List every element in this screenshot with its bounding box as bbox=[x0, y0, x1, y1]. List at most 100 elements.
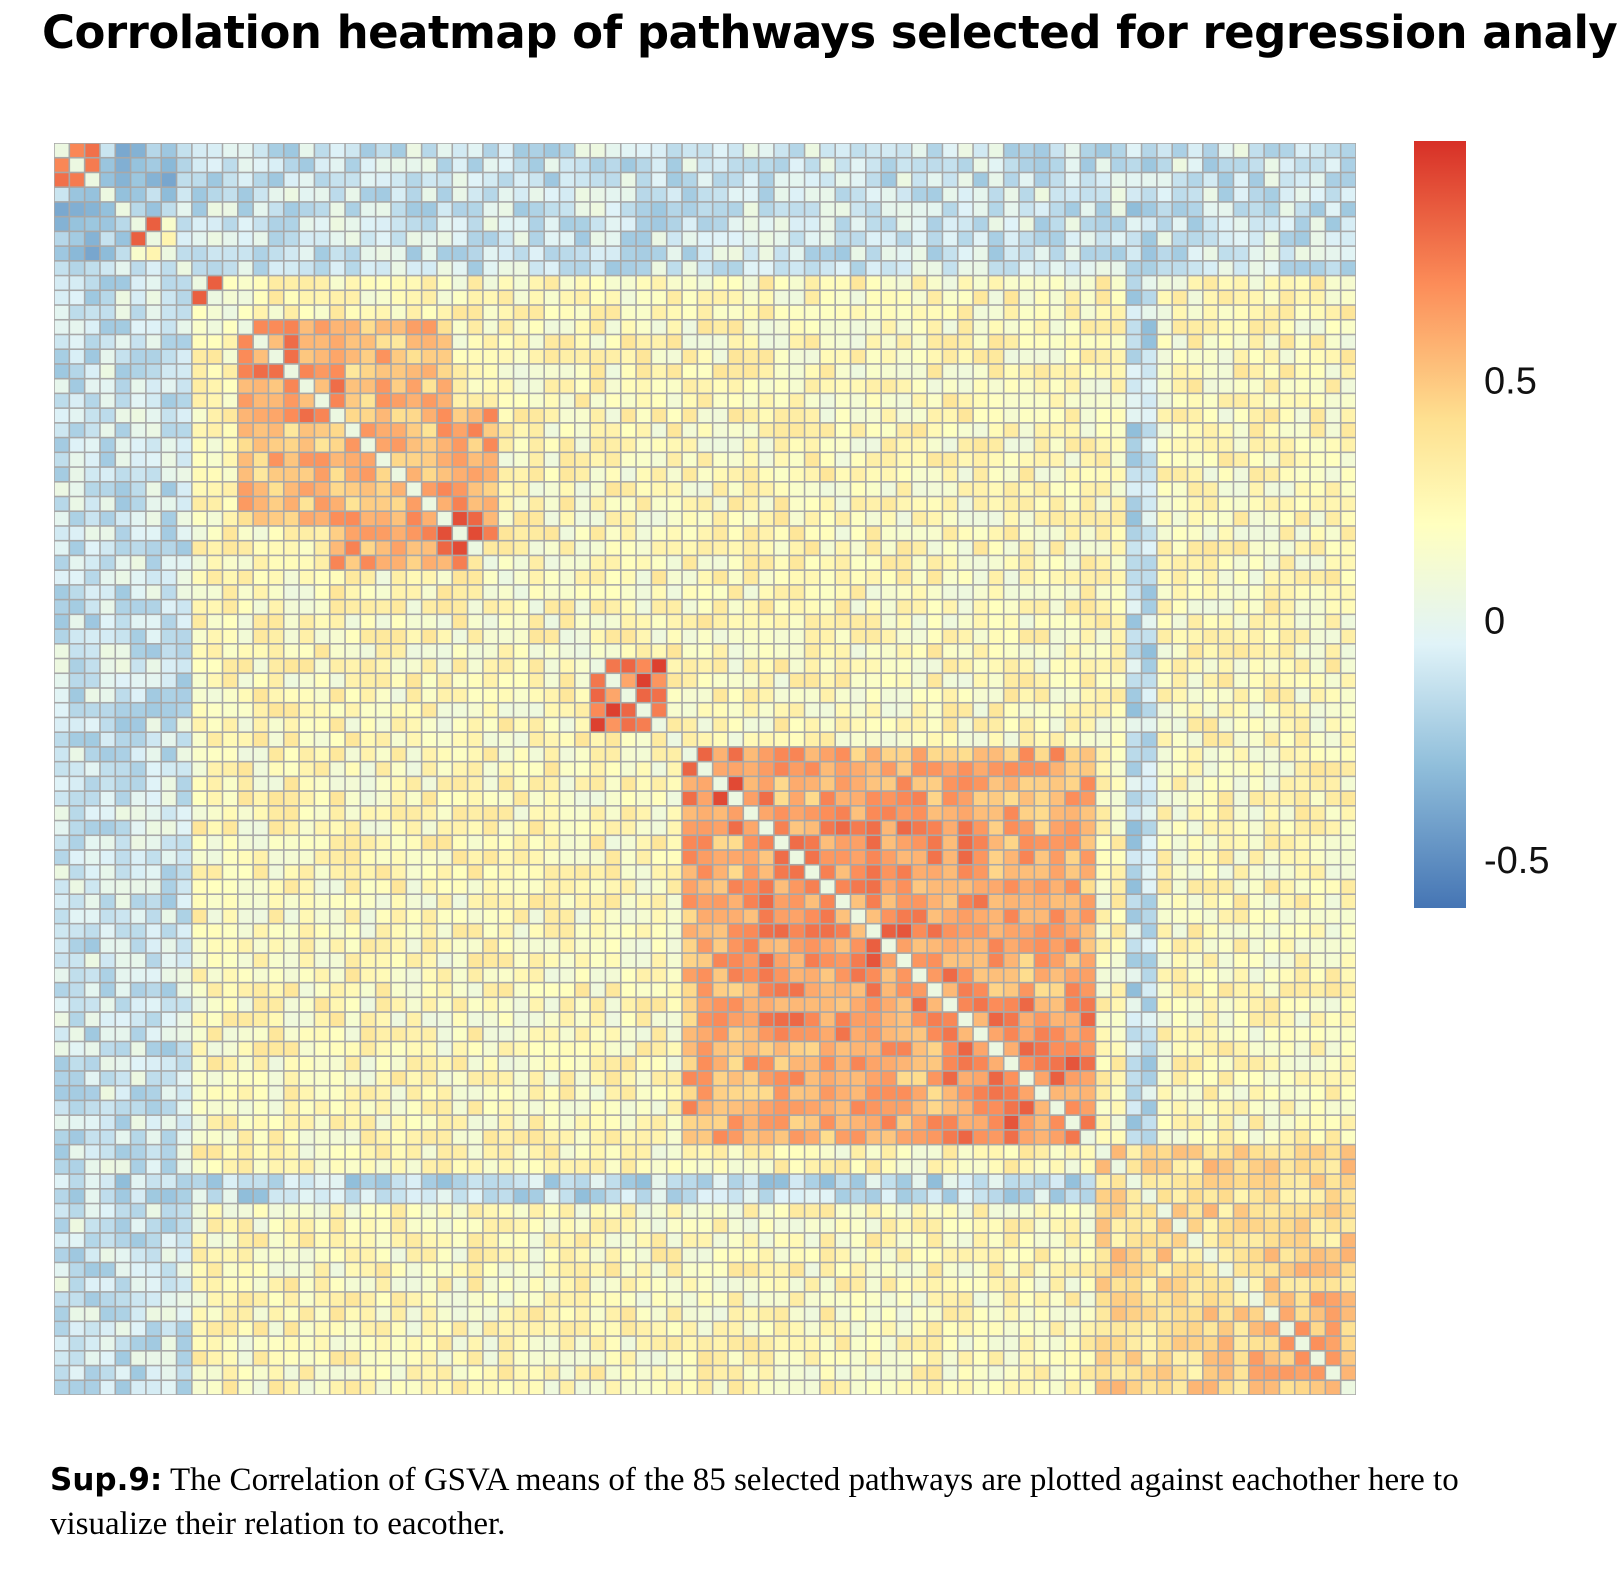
heatmap-cell bbox=[973, 320, 988, 334]
heatmap-cell bbox=[774, 364, 789, 378]
heatmap-cell bbox=[514, 556, 529, 570]
heatmap-cell bbox=[927, 777, 942, 791]
heatmap-cell bbox=[1019, 732, 1034, 747]
heatmap-cell bbox=[682, 143, 697, 157]
heatmap-cell bbox=[989, 394, 1003, 408]
heatmap-cell bbox=[162, 983, 176, 997]
heatmap-cell bbox=[1004, 762, 1019, 776]
heatmap-cell bbox=[315, 276, 329, 290]
heatmap-cell bbox=[728, 953, 743, 968]
heatmap-cell bbox=[499, 585, 513, 599]
heatmap-cell bbox=[636, 526, 651, 540]
heatmap-cell bbox=[284, 276, 299, 290]
heatmap-cell bbox=[116, 732, 130, 747]
heatmap-cell bbox=[70, 173, 84, 187]
heatmap-cell bbox=[131, 865, 146, 879]
heatmap-cell bbox=[744, 497, 758, 511]
heatmap-cell bbox=[989, 408, 1003, 423]
heatmap-cell bbox=[422, 791, 437, 806]
heatmap-cell bbox=[1157, 821, 1172, 835]
heatmap-cell bbox=[1127, 777, 1141, 791]
heatmap-cell bbox=[1096, 777, 1111, 791]
heatmap-cell bbox=[1019, 570, 1034, 585]
heatmap-cell bbox=[1065, 394, 1080, 408]
heatmap-cell bbox=[162, 467, 176, 481]
heatmap-cell bbox=[177, 423, 192, 437]
heatmap-cell bbox=[529, 467, 544, 481]
heatmap-cell bbox=[162, 408, 176, 423]
heatmap-cell bbox=[1234, 556, 1248, 570]
heatmap-cell bbox=[1035, 541, 1049, 555]
heatmap-cell bbox=[1280, 261, 1294, 275]
heatmap-cell bbox=[958, 394, 973, 408]
heatmap-cell bbox=[621, 806, 636, 820]
heatmap-cell bbox=[1326, 821, 1340, 835]
heatmap-cell bbox=[1035, 482, 1049, 496]
heatmap-cell bbox=[1081, 821, 1095, 835]
heatmap-cell bbox=[1326, 703, 1340, 717]
heatmap-cell bbox=[284, 821, 299, 835]
heatmap-cell bbox=[1050, 541, 1065, 555]
heatmap-cell bbox=[636, 261, 651, 275]
heatmap-cell bbox=[682, 379, 697, 393]
heatmap-cell bbox=[744, 423, 758, 437]
heatmap-cell bbox=[652, 305, 666, 319]
heatmap-cell bbox=[1081, 350, 1095, 364]
heatmap-cell bbox=[514, 276, 529, 290]
heatmap-cell bbox=[682, 453, 697, 467]
heatmap-cell bbox=[805, 408, 820, 423]
heatmap-cell bbox=[1234, 232, 1248, 246]
heatmap-cell bbox=[744, 320, 758, 334]
heatmap-cell bbox=[422, 909, 437, 923]
heatmap-cell bbox=[453, 379, 467, 393]
heatmap-cell bbox=[958, 246, 973, 261]
heatmap-cell bbox=[1326, 408, 1340, 423]
heatmap-cell bbox=[1127, 703, 1141, 717]
heatmap-cell bbox=[790, 688, 804, 702]
heatmap-cell bbox=[1142, 644, 1157, 658]
heatmap-cell bbox=[361, 600, 375, 614]
heatmap-cell bbox=[744, 467, 758, 481]
heatmap-cell bbox=[207, 924, 222, 938]
heatmap-cell bbox=[468, 246, 483, 261]
heatmap-cell bbox=[744, 276, 758, 290]
heatmap-cell bbox=[682, 909, 697, 923]
heatmap-cell bbox=[1249, 394, 1264, 408]
heatmap-cell bbox=[100, 968, 115, 982]
heatmap-cell bbox=[544, 777, 559, 791]
heatmap-cell bbox=[1264, 305, 1279, 319]
heatmap-cell bbox=[836, 512, 850, 526]
heatmap-cell bbox=[652, 187, 666, 202]
heatmap-cell bbox=[407, 276, 421, 290]
heatmap-cell bbox=[269, 173, 283, 187]
heatmap-cell bbox=[897, 379, 911, 393]
heatmap-cell bbox=[1096, 600, 1111, 614]
heatmap-cell bbox=[1065, 467, 1080, 481]
heatmap-cell bbox=[881, 320, 896, 334]
heatmap-cell bbox=[1280, 512, 1294, 526]
heatmap-cell bbox=[912, 629, 927, 643]
heatmap-cell bbox=[621, 305, 636, 319]
heatmap-cell bbox=[453, 541, 467, 555]
heatmap-cell bbox=[728, 570, 743, 585]
heatmap-cell bbox=[744, 364, 758, 378]
heatmap-cell bbox=[177, 674, 192, 688]
heatmap-cell bbox=[1188, 674, 1203, 688]
heatmap-cell bbox=[1065, 512, 1080, 526]
heatmap-cell bbox=[376, 865, 391, 879]
heatmap-cell bbox=[453, 659, 467, 673]
heatmap-cell bbox=[529, 659, 544, 673]
heatmap-cell bbox=[606, 143, 620, 157]
heatmap-cell bbox=[1019, 497, 1034, 511]
heatmap-cell bbox=[223, 850, 238, 864]
heatmap-cell bbox=[453, 526, 467, 540]
heatmap-cell bbox=[483, 526, 498, 540]
heatmap-cell bbox=[192, 526, 207, 540]
heatmap-cell bbox=[85, 939, 100, 953]
heatmap-cell bbox=[1111, 143, 1126, 157]
heatmap-cell bbox=[131, 688, 146, 702]
heatmap-cell bbox=[529, 821, 544, 835]
heatmap-cell bbox=[1234, 688, 1248, 702]
heatmap-cell bbox=[805, 364, 820, 378]
heatmap-cell bbox=[207, 836, 222, 850]
